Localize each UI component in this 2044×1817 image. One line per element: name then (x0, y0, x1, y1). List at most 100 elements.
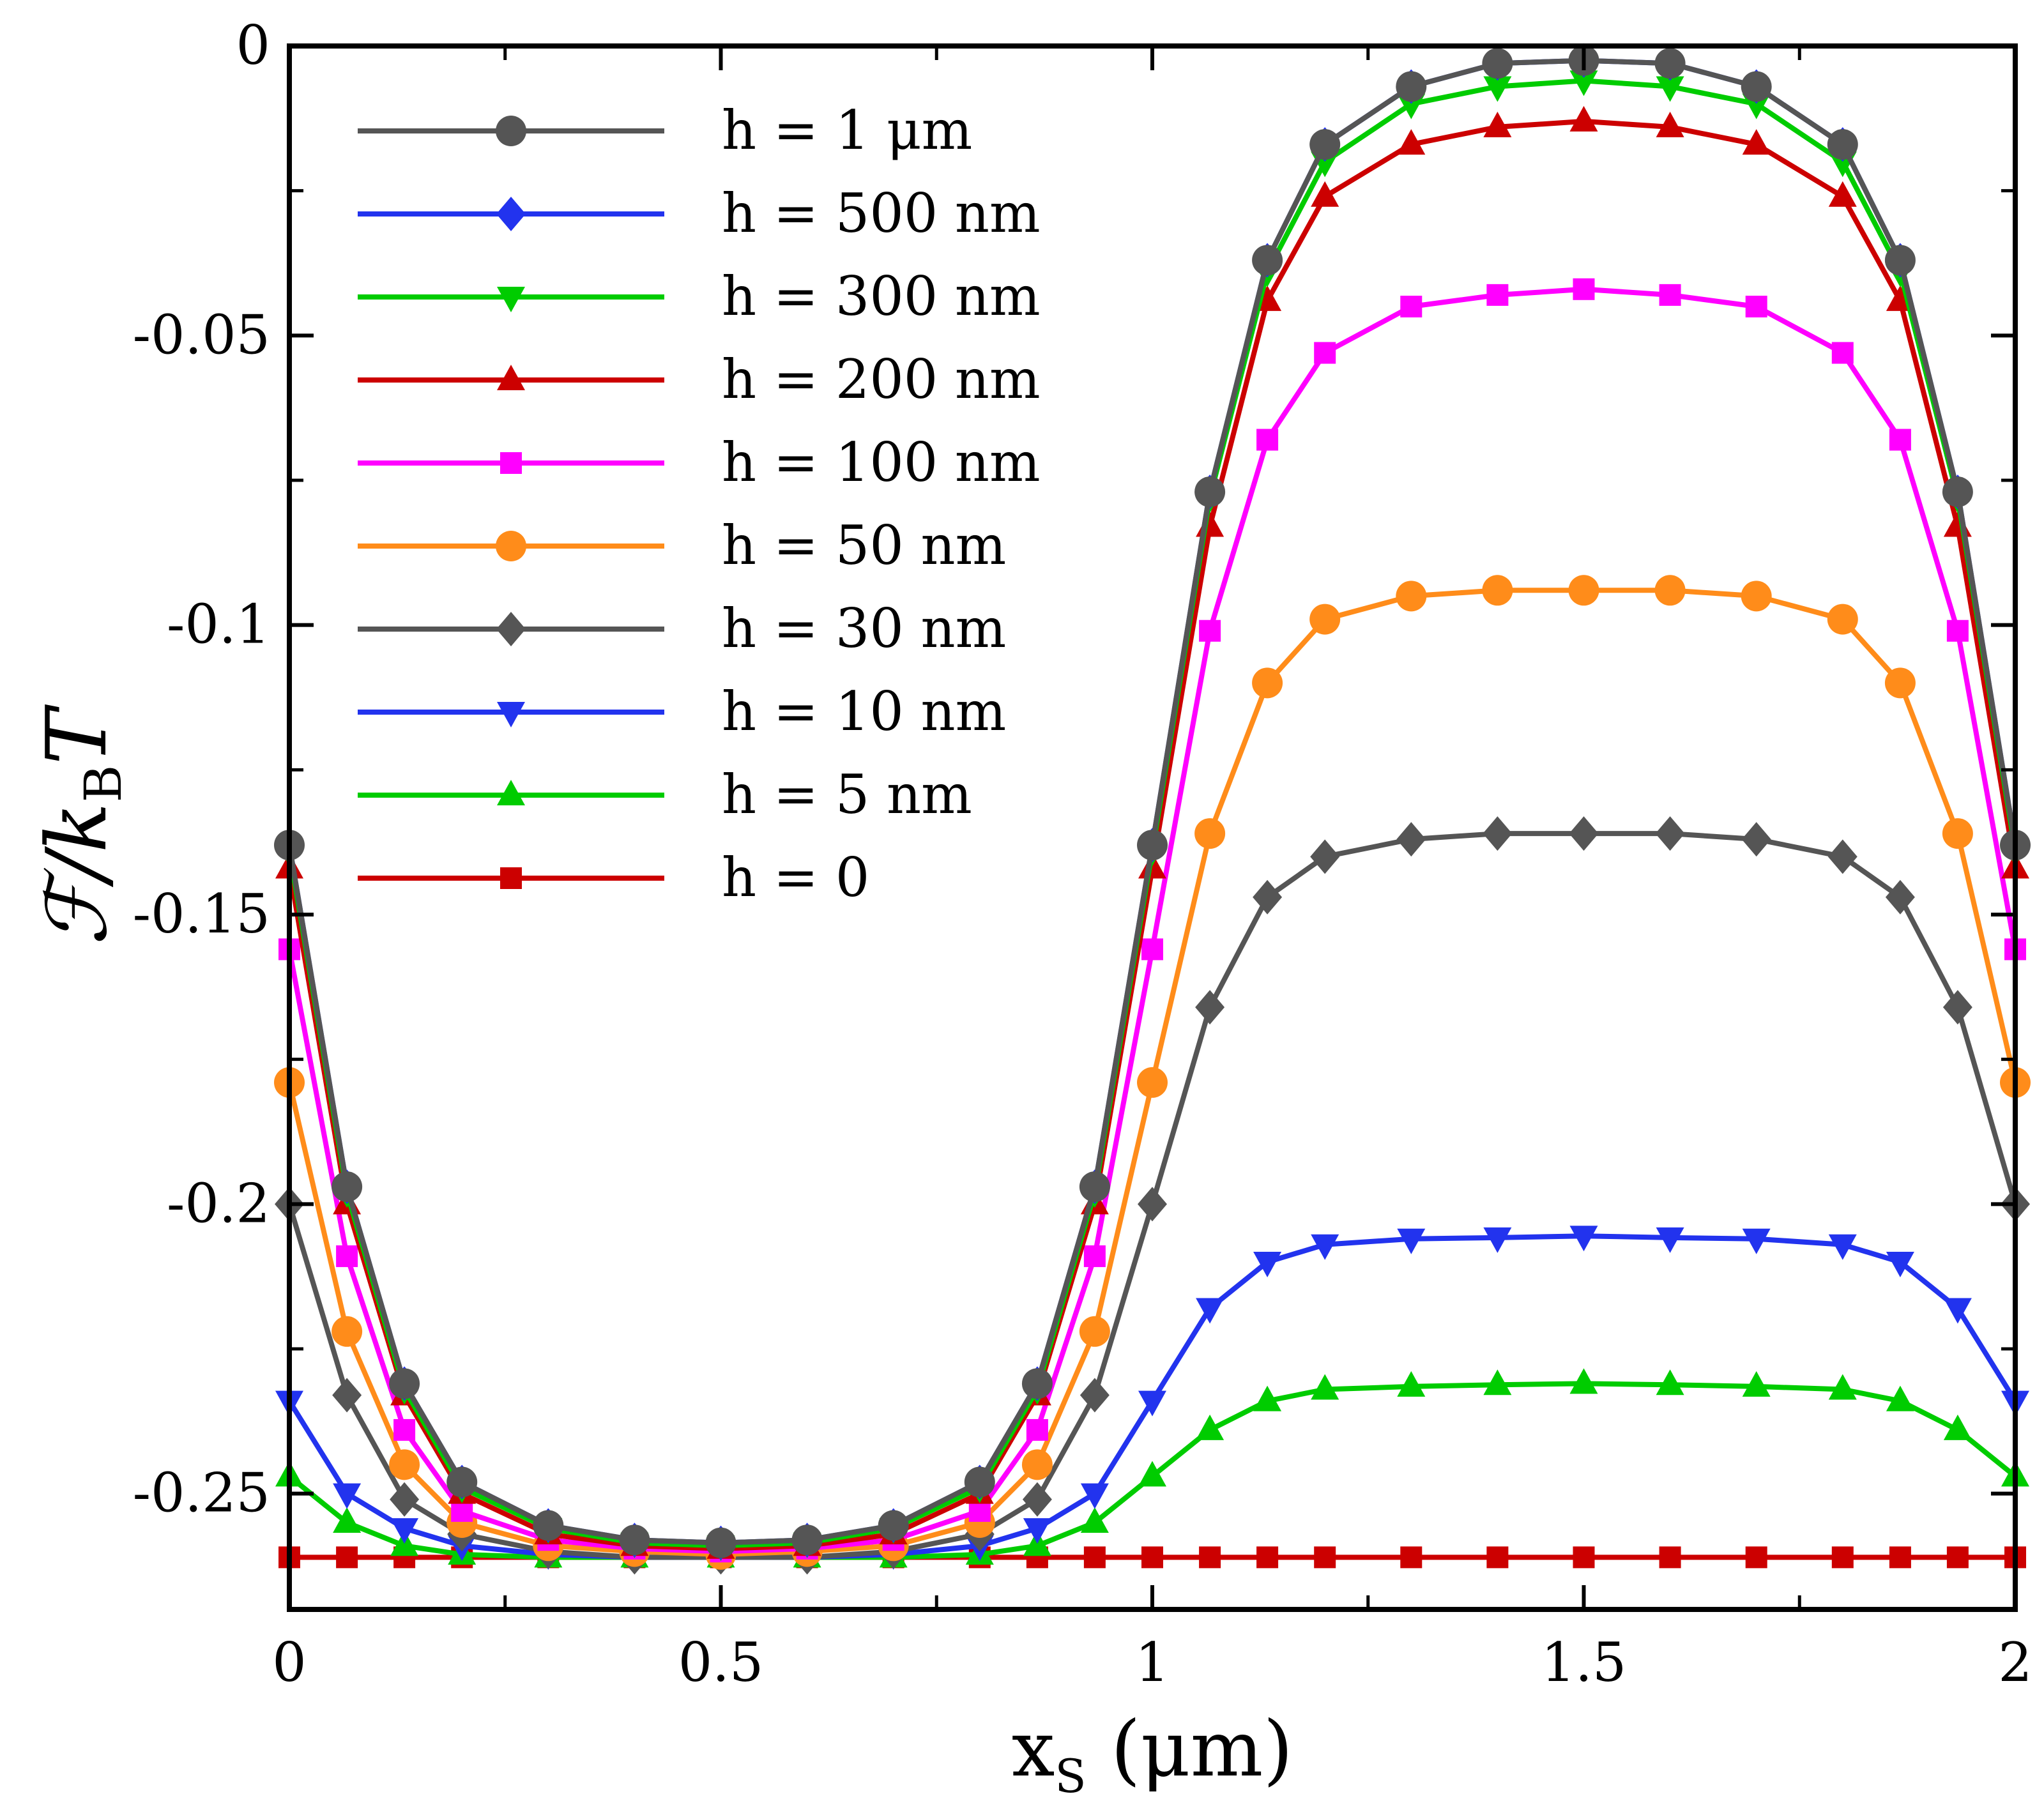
legend-marker (497, 780, 525, 805)
data-point (1396, 71, 1427, 102)
data-point (1659, 284, 1681, 306)
data-point (389, 1368, 420, 1399)
data-point (1831, 1546, 1854, 1569)
data-point (1397, 1371, 1426, 1397)
data-point (333, 1507, 362, 1533)
data-point (1199, 620, 1221, 642)
legend-item: h = 0 (358, 846, 869, 909)
data-point (964, 1466, 995, 1498)
series-line (287, 286, 2018, 1555)
x-axis-var: x (1012, 1705, 1055, 1794)
legend-marker (497, 287, 525, 312)
data-point (1483, 1369, 1512, 1395)
series-1 (275, 43, 2030, 1560)
data-point (1023, 1518, 1051, 1544)
data-point (1946, 620, 1969, 642)
data-point (336, 1546, 358, 1569)
ticks-layer: 0 0.5 1 1.5 2 0 -0.05 -0.1 -0.15 -0.2 -0.25 (133, 14, 2033, 1694)
data-point (1745, 1546, 1767, 1569)
y-tick-label: 0 (236, 14, 270, 77)
series-line (287, 57, 2018, 1546)
y-tick-label: -0.1 (167, 593, 270, 656)
data-point (1486, 1546, 1509, 1569)
y-axis-title-group: ℱ/kBT (28, 704, 133, 947)
y-tick-label: -0.2 (167, 1172, 270, 1235)
data-point (1138, 1461, 1166, 1487)
legend-marker (500, 452, 522, 474)
data-point (1889, 429, 1911, 451)
data-point (390, 1518, 419, 1544)
data-point (1256, 1546, 1279, 1569)
data-point (705, 1527, 736, 1558)
data-point (1655, 816, 1685, 851)
data-point (1253, 1252, 1282, 1277)
x-tick-label: 2 (1998, 1631, 2032, 1694)
series-2 (275, 70, 2029, 1562)
data-point (1396, 822, 1426, 857)
data-point (1742, 1228, 1771, 1254)
data-point (1828, 1234, 1857, 1260)
data-point (1889, 1546, 1911, 1569)
data-point (1659, 1546, 1681, 1569)
data-point (1942, 476, 1973, 508)
data-point (1196, 1414, 1224, 1440)
x-axis-unit: (μm) (1087, 1705, 1293, 1794)
data-point (1943, 1414, 1972, 1440)
data-point (1884, 667, 1916, 699)
data-point (1942, 818, 1973, 849)
legend-item: h = 500 nm (358, 182, 1041, 245)
data-point (1138, 1390, 1166, 1417)
data-point (1486, 284, 1509, 306)
data-point (1253, 1385, 1282, 1411)
data-point (1314, 1546, 1336, 1569)
y-tick-label: -0.15 (133, 883, 270, 945)
data-point (1196, 1298, 1224, 1324)
data-point (393, 1418, 416, 1441)
data-point (1194, 818, 1226, 849)
data-point (1195, 990, 1225, 1025)
x-axis-sub: S (1055, 1749, 1086, 1803)
legend-item: h = 200 nm (358, 348, 1041, 411)
legend-marker (496, 197, 526, 231)
data-point (1568, 575, 1599, 606)
data-point (1137, 830, 1168, 861)
data-point (1079, 1316, 1110, 1347)
y-axis-sub: B (73, 765, 133, 803)
data-point (1021, 1449, 1053, 1480)
data-point (1311, 1234, 1339, 1260)
data-point (1199, 1546, 1221, 1569)
data-point (1080, 1483, 1109, 1509)
data-point (1483, 111, 1512, 137)
data-point (1252, 245, 1283, 276)
data-point (1309, 129, 1341, 160)
data-point (1573, 1546, 1595, 1569)
legend: h = 1 μm h = 500 nm h = 300 nm h = 200 nm h … (358, 99, 1041, 909)
y-axis-title: ℱ/kBT (28, 704, 133, 947)
data-point (1741, 71, 1772, 102)
data-point (1569, 70, 1598, 96)
data-point (1656, 1227, 1684, 1253)
data-point (1026, 1418, 1048, 1441)
x-tick-label: 0 (272, 1631, 306, 1694)
legend-item: h = 300 nm (358, 265, 1041, 328)
data-point (1483, 816, 1513, 851)
data-point (1253, 879, 1283, 915)
legend-marker (497, 365, 525, 390)
data-point (1942, 990, 1972, 1025)
x-tick-label: 1.5 (1541, 1631, 1627, 1694)
legend-item: h = 30 nm (358, 597, 1006, 660)
data-point (619, 1524, 650, 1556)
y-axis-tail: T (28, 704, 125, 765)
data-point (1022, 1482, 1052, 1517)
data-point (390, 1482, 420, 1517)
data-point (1831, 342, 1854, 364)
legend-label: h = 1 μm (722, 99, 972, 162)
data-point (1654, 575, 1686, 606)
series-4 (278, 278, 2026, 1563)
data-point (1569, 105, 1598, 132)
data-point (1400, 296, 1422, 317)
data-point (1079, 1378, 1110, 1413)
data-point (1482, 575, 1513, 606)
data-point (1397, 1228, 1426, 1254)
data-point (1310, 839, 1340, 874)
